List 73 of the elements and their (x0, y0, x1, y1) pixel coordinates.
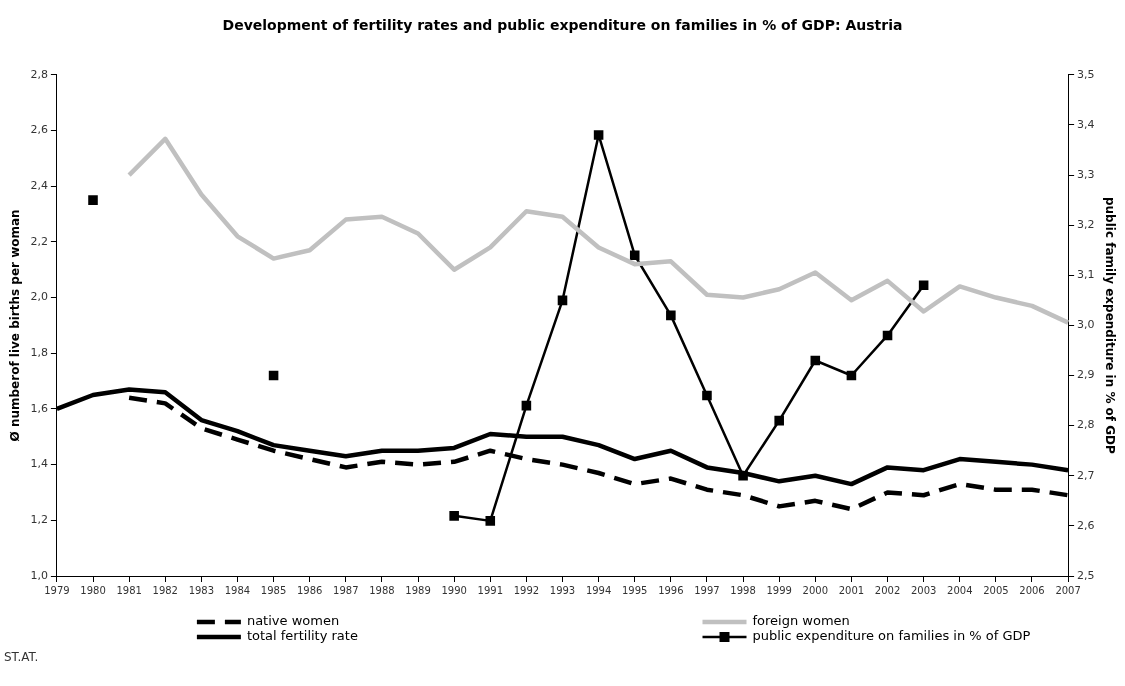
y2-axis-title: public family expenditure in % of GDP (1102, 196, 1117, 455)
point (846, 370, 857, 381)
x-tick-label: 2006 (1019, 584, 1045, 596)
y2-tick-label: 3,4 (1077, 117, 1095, 131)
x-tick-label: 1988 (369, 584, 395, 596)
point (557, 295, 568, 306)
y-tick-label: 1,0 (30, 568, 48, 582)
y-axis-title: Ø numberof live births per woman (8, 209, 23, 442)
y2-tick-label: 3,3 (1077, 167, 1095, 181)
point (449, 511, 459, 521)
point (521, 400, 532, 411)
text: ST.AT. (4, 650, 39, 664)
y-tick-label: 1,4 (30, 457, 48, 471)
legend-label: native women (246, 613, 340, 629)
x-tick-label: 1991 (477, 584, 503, 596)
x-tick-label: 1994 (585, 584, 612, 596)
y2-tick-label: 2,7 (1077, 468, 1095, 482)
x-tick-label: 2004 (947, 584, 973, 596)
x-tick-label: 1999 (766, 584, 792, 596)
y-tick-label: 1,6 (30, 401, 48, 415)
point (268, 370, 279, 381)
point (629, 250, 640, 261)
x-tick-label: 1986 (296, 584, 323, 596)
point (882, 330, 893, 341)
legend-label: public expenditure on families in % of GDP (752, 628, 1031, 644)
y2-tick-label: 3,0 (1077, 318, 1095, 332)
point (485, 516, 496, 526)
chart-title: Development of fertility rates and public expenditure on families in % of GDP: Austria (222, 17, 903, 34)
x-tick-label: 1998 (730, 584, 756, 596)
x-tick-label: 2005 (983, 584, 1009, 596)
y-tick-label: 2,8 (30, 67, 48, 81)
y2-tick-label: 2,5 (1077, 568, 1095, 582)
x-tick-label: 1989 (405, 584, 431, 596)
x-tick-label: 1992 (513, 584, 540, 596)
x-tick-label: 1982 (152, 584, 178, 596)
y-tick-label: 1,8 (30, 346, 48, 360)
point (593, 130, 604, 140)
x-tick-label: 1995 (622, 584, 648, 596)
x-tick-label: 1993 (549, 584, 576, 596)
y2-tick-label: 3,2 (1077, 218, 1095, 232)
point (810, 355, 821, 366)
point (774, 415, 784, 426)
y2-tick-label: 3,5 (1077, 67, 1095, 81)
y-tick-label: 2,6 (30, 123, 48, 137)
x-tick-label: 1996 (658, 584, 684, 596)
x-tick-label: 2003 (910, 584, 937, 596)
x-tick-label: 1981 (116, 584, 142, 596)
point (88, 195, 98, 205)
legend-label: total fertility rate (246, 628, 358, 644)
x-tick-label: 1984 (224, 584, 251, 596)
y2-tick-label: 2,8 (1077, 418, 1095, 432)
x-tick-label: 1979 (44, 584, 70, 596)
point (666, 310, 676, 321)
x-tick-label: 1997 (694, 584, 720, 596)
x-tick-label: 2007 (1055, 584, 1081, 596)
y2-tick-label: 2,6 (1077, 518, 1095, 532)
x-tick-label: 1983 (188, 584, 215, 596)
point (918, 280, 929, 291)
y2-tick-label: 2,9 (1077, 368, 1095, 382)
y2-tick-label: 3,1 (1077, 268, 1095, 282)
x-tick-label: 2002 (874, 584, 901, 596)
y-tick-label: 2,4 (30, 179, 48, 193)
x-tick-label: 1985 (260, 584, 287, 596)
legend-label: foreign women (752, 613, 850, 629)
x-tick-label: 1987 (333, 584, 359, 596)
x-tick-label: 2000 (802, 584, 829, 596)
y-tick-label: 2,0 (30, 290, 48, 304)
x-tick-label: 1990 (441, 584, 467, 596)
y-tick-label: 1,2 (30, 513, 48, 527)
x-tick-label: 2001 (838, 584, 865, 596)
point (702, 390, 712, 401)
x-tick-label: 1980 (80, 584, 106, 596)
y-tick-label: 2,2 (30, 234, 48, 248)
